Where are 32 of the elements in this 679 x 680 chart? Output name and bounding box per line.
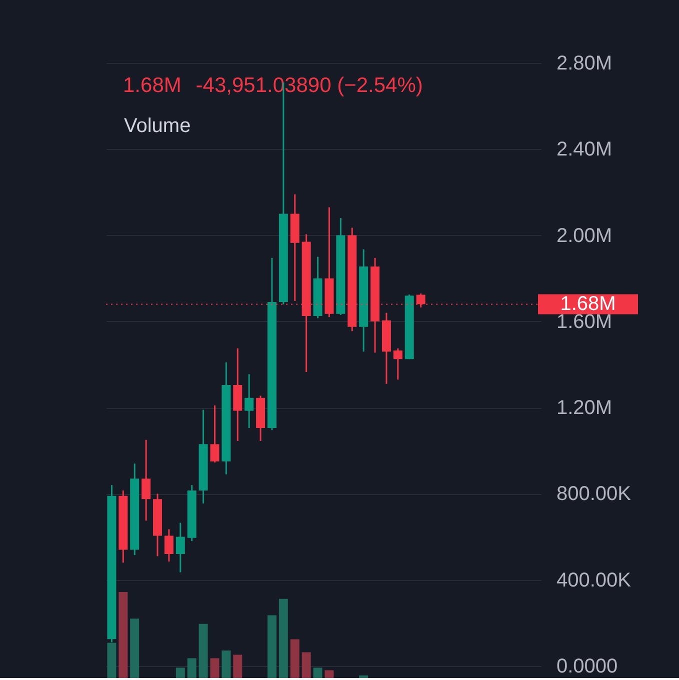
candlestick (142, 439, 151, 522)
bar (233, 654, 242, 678)
annotation: 1.68M (123, 74, 182, 97)
bar (130, 618, 140, 678)
candlestick (176, 522, 185, 574)
y-tick-label: 2.00M (556, 224, 612, 247)
bar (302, 652, 311, 678)
bar (118, 592, 128, 678)
bar (324, 670, 334, 678)
annotation: -43,951.03890 (−2.54%) (196, 74, 423, 97)
y-tick-label: 2.80M (556, 52, 612, 74)
bar (267, 615, 276, 678)
bar (290, 639, 300, 678)
y-tick-label: 400.00K (556, 569, 632, 592)
bar (187, 658, 196, 678)
bar (198, 624, 208, 678)
bar (278, 598, 288, 678)
y-tick-label: 800.00K (556, 483, 632, 506)
candlestick (244, 373, 254, 429)
bar (210, 658, 220, 678)
bar (107, 642, 116, 678)
candlestick (393, 348, 402, 380)
bar (313, 668, 322, 678)
y-tick-label: 1.20M (556, 397, 612, 420)
candlestick (164, 528, 174, 562)
bar (359, 675, 368, 678)
candlestick (210, 404, 220, 464)
chart-title: Volume (124, 115, 191, 137)
y-tick-label: 0.0000 (556, 656, 618, 678)
y-tick-label: 2.40M (556, 138, 612, 161)
bar (176, 668, 185, 678)
bar (222, 650, 231, 678)
